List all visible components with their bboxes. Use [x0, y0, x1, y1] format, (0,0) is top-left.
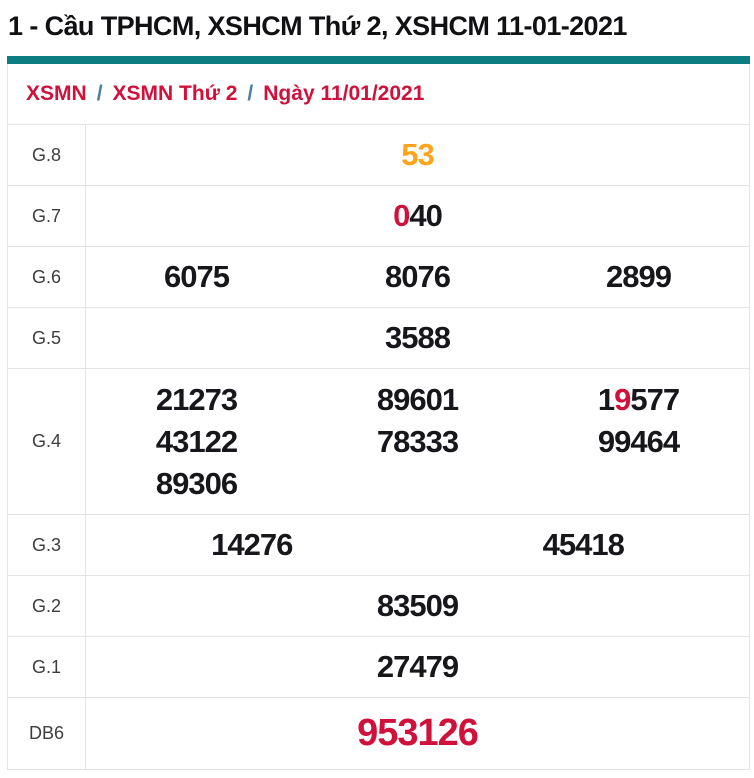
page-title: 1 - Cầu TPHCM, XSHCM Thứ 2, XSHCM 11-01-…	[8, 11, 627, 41]
prize-value: 2899	[606, 259, 672, 294]
prize-value: 6075	[164, 259, 230, 294]
prize-value: 14276	[211, 527, 293, 562]
highlighted-digit: 0	[393, 198, 410, 233]
prize-value: 8076	[385, 259, 451, 294]
breadcrumb-link-xsmn-thu-2[interactable]: XSMN Thứ 2	[112, 82, 238, 105]
results-panel: XSMN / XSMN Thứ 2 / Ngày 11/01/2021 G.8 …	[7, 56, 750, 770]
prize-row-g8: G.8 53	[8, 124, 749, 185]
breadcrumb: XSMN / XSMN Thứ 2 / Ngày 11/01/2021	[8, 64, 749, 124]
prize-value: 83509	[376, 588, 459, 623]
prize-value: 19577	[597, 382, 680, 417]
prize-label: G.5	[8, 308, 86, 368]
prize-value: 78333	[376, 424, 459, 459]
results-table: XSMN / XSMN Thứ 2 / Ngày 11/01/2021 G.8 …	[7, 64, 750, 770]
prize-value: 43122	[155, 424, 238, 459]
prize-value: 21273	[155, 382, 238, 417]
prize-row-db6: DB6 953126	[8, 697, 749, 769]
digit-group: 1	[597, 382, 615, 417]
prize-row-g3: G.3 14276 45418	[8, 514, 749, 575]
prize-label: G.7	[8, 186, 86, 246]
prize-label: G.2	[8, 576, 86, 636]
prize-value: 89306	[155, 466, 238, 501]
prize-row-g2: G.2 83509	[8, 575, 749, 636]
breadcrumb-separator: /	[96, 82, 103, 105]
prize-row-g5: G.5 3588	[8, 307, 749, 368]
prize-value: 45418	[542, 527, 625, 562]
prize-label: G.8	[8, 125, 86, 185]
prize-value: 27479	[376, 649, 459, 684]
highlighted-digit: 9	[614, 382, 631, 417]
accent-bar	[7, 56, 750, 64]
prize-row-g7: G.7 040	[8, 185, 749, 246]
breadcrumb-link-xsmn[interactable]: XSMN	[26, 82, 87, 105]
prize-label: G.6	[8, 247, 86, 307]
prize-label: G.1	[8, 637, 86, 697]
prize-value-jackpot: 953126	[357, 712, 479, 754]
prize-value: 99464	[597, 424, 680, 459]
prize-value: 3588	[385, 320, 451, 355]
breadcrumb-separator: /	[247, 82, 254, 105]
prize-row-g6: G.6 6075 8076 2899	[8, 246, 749, 307]
prize-value: 040	[393, 198, 443, 234]
prize-label: G.3	[8, 515, 86, 575]
digit-group: 40	[409, 198, 442, 233]
prize-row-g4: G.4 21273 89601 19577 43122 78333 99464 …	[8, 368, 749, 514]
digit-group: 577	[630, 382, 680, 417]
prize-value: 53	[401, 137, 434, 172]
breadcrumb-link-date[interactable]: Ngày 11/01/2021	[263, 82, 425, 105]
prize-row-g1: G.1 27479	[8, 636, 749, 697]
prize-value: 89601	[376, 382, 459, 417]
prize-label: DB6	[8, 698, 86, 769]
prize-label: G.4	[8, 369, 86, 514]
